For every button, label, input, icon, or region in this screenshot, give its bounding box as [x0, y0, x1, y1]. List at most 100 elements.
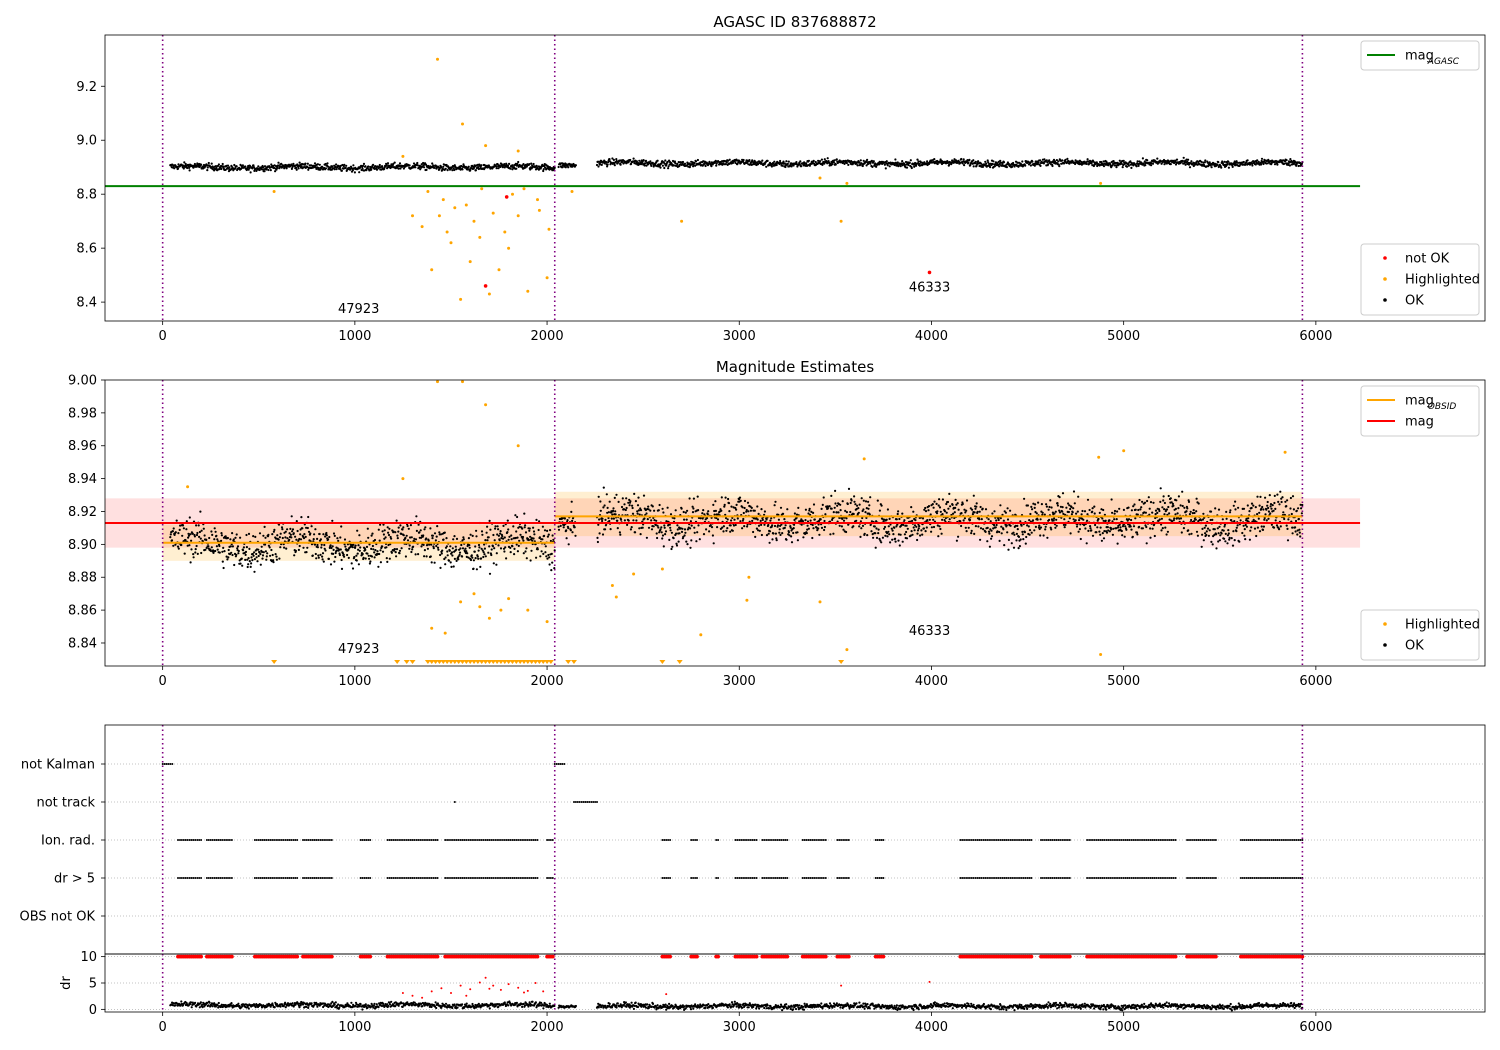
ok-point [1062, 523, 1065, 527]
ok-point [1280, 500, 1283, 504]
ok-point [1102, 508, 1105, 512]
ok-point [621, 497, 624, 500]
ok-point [188, 516, 191, 519]
ok-point [1221, 518, 1224, 521]
ok-point [281, 536, 284, 540]
ok-point [449, 545, 452, 548]
ok-point [1090, 529, 1093, 532]
ok-point [224, 535, 227, 538]
ok-point [1252, 504, 1255, 507]
ok-point [963, 508, 966, 511]
ok-point [494, 527, 497, 530]
ok-point [191, 532, 194, 535]
ok-point [939, 510, 942, 513]
ok-point [944, 516, 948, 520]
ok-point [457, 558, 460, 561]
ok-point [881, 536, 885, 539]
ok-point [358, 534, 361, 537]
ok-point [1067, 510, 1070, 514]
ok-point [482, 555, 485, 559]
ok-point [1134, 508, 1137, 511]
ok-point [278, 536, 281, 539]
ok-point [246, 565, 249, 569]
ok-point [340, 558, 343, 562]
ok-point [189, 533, 192, 536]
ok-point [896, 523, 899, 526]
ok-point [440, 552, 443, 555]
ok-point [1132, 525, 1136, 528]
ok-point [372, 548, 375, 551]
ok-point [792, 531, 795, 535]
ok-point [259, 563, 262, 566]
ok-point [960, 524, 963, 528]
ok-point [255, 552, 258, 556]
ok-point [274, 553, 277, 556]
ok-point [692, 507, 695, 510]
ok-point [1278, 503, 1281, 506]
ok-point [535, 164, 538, 167]
ok-point [643, 164, 646, 167]
ok-point [284, 536, 287, 539]
ok-point [1204, 532, 1207, 535]
ok-point [553, 549, 556, 552]
ok-point [550, 569, 553, 572]
ok-point [266, 552, 269, 555]
ok-point [492, 562, 495, 565]
ok-point [1203, 161, 1206, 164]
ok-point [480, 557, 483, 560]
ok-point [865, 507, 868, 510]
ok-point [1171, 520, 1174, 523]
ok-point [790, 165, 793, 168]
ok-point [424, 526, 427, 529]
ok-point [664, 533, 667, 536]
ok-point [1120, 529, 1123, 533]
ok-point [855, 507, 858, 511]
ok-point [850, 499, 853, 502]
ok-point [1237, 506, 1240, 509]
ok-point [532, 526, 535, 529]
ok-point [932, 506, 935, 509]
ok-point [757, 512, 760, 516]
ok-point [1130, 166, 1133, 169]
ok-point [739, 520, 742, 523]
ok-point [835, 158, 838, 161]
highlighted-point [845, 181, 849, 185]
ok-point [236, 547, 239, 550]
ok-point [290, 515, 293, 518]
ok-point [1033, 164, 1036, 167]
ok-point [1277, 500, 1280, 503]
ok-point [1231, 165, 1234, 168]
ok-point [1021, 530, 1024, 534]
ok-point [1177, 495, 1180, 498]
ok-point [945, 511, 948, 514]
ok-point [514, 536, 517, 540]
ok-point [177, 163, 180, 166]
ok-point [1190, 532, 1193, 535]
ok-point [1181, 504, 1184, 508]
ok-point [976, 510, 979, 513]
ok-point [482, 551, 485, 554]
ok-point [1274, 519, 1277, 522]
ok-point [629, 500, 632, 503]
ok-point [1042, 534, 1045, 537]
ok-point [1228, 538, 1231, 541]
ok-point [562, 526, 565, 529]
ok-point [706, 513, 709, 516]
ok-point [436, 525, 439, 528]
ok-point [356, 529, 359, 532]
ok-point [472, 567, 475, 570]
ok-point [660, 531, 663, 534]
ok-point [461, 547, 465, 550]
ok-point [1160, 529, 1163, 532]
ok-point [510, 534, 513, 537]
ok-point [333, 168, 336, 171]
ok-point [1136, 513, 1139, 516]
ok-point [836, 504, 839, 507]
ok-point [353, 171, 356, 174]
ok-point [965, 499, 969, 502]
ok-point [1223, 525, 1226, 528]
ok-point [382, 533, 385, 536]
ok-point [989, 520, 992, 523]
ok-point [1113, 518, 1116, 521]
ok-point [432, 547, 435, 550]
